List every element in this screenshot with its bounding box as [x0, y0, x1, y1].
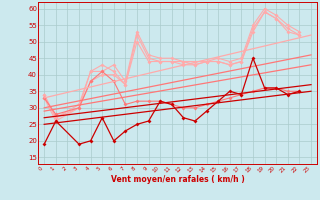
X-axis label: Vent moyen/en rafales ( km/h ): Vent moyen/en rafales ( km/h ) — [111, 175, 244, 184]
